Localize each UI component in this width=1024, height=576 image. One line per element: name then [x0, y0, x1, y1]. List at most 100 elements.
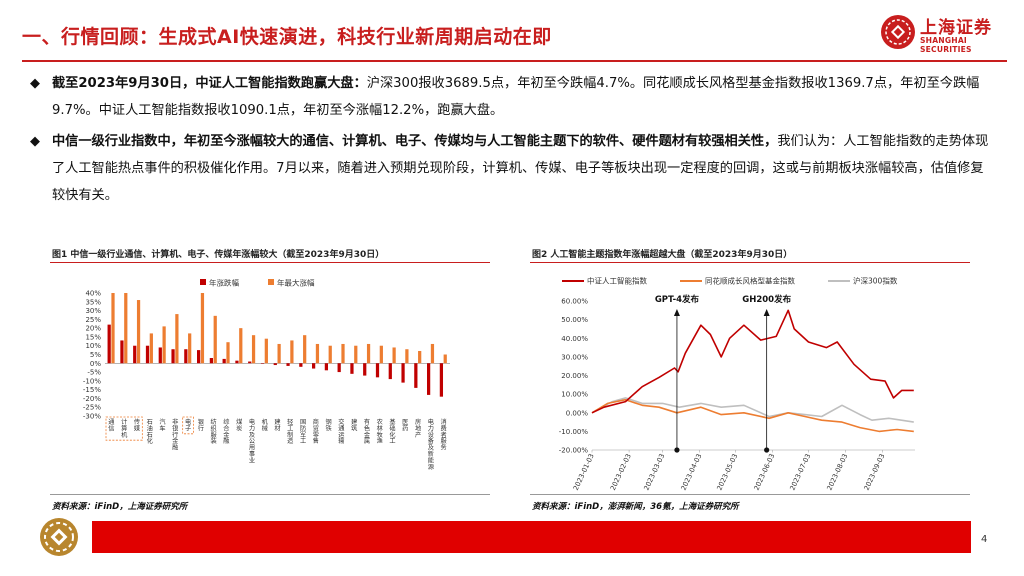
bullet-list: ◆ 截至2023年9月30日，中证人工智能指数跑赢大盘：沪深300报收3689.… — [30, 70, 990, 209]
bar — [443, 354, 447, 364]
footer-logo-icon — [40, 518, 78, 556]
logo-emblem-icon — [881, 15, 915, 49]
y-tick-label: -20% — [83, 395, 101, 403]
bar — [248, 361, 252, 364]
bar — [188, 333, 192, 364]
bar — [209, 358, 214, 364]
annotation-arrow — [763, 309, 770, 316]
figure1-bar-chart: 年涨跌幅 年最大涨幅 40%35%30%25%20%15%10%5%0%-5%-10… — [83, 278, 450, 471]
legend-label: 沪深300指数 — [853, 276, 898, 286]
x-tick-label: 石油石化 — [147, 419, 153, 445]
bar — [264, 338, 268, 364]
y-tick-label: 15% — [85, 333, 101, 341]
bar — [341, 343, 345, 364]
bar — [315, 343, 320, 364]
x-tick-label: 有色金属 — [364, 418, 371, 445]
bar — [277, 343, 281, 364]
figure2-top-line — [530, 262, 970, 263]
series-line — [591, 398, 914, 433]
x-tick-label: 2023-02-03 — [609, 452, 633, 491]
y-tick-label: 40.00% — [561, 335, 588, 343]
x-tick-label: 基础化工 — [389, 418, 395, 445]
x-tick-label: 钢铁 — [326, 418, 332, 432]
page-title: 一、行情回顾：生成式AI快速演进，科技行业新周期启动在即 — [22, 26, 552, 48]
bar — [239, 328, 243, 364]
x-tick-label: 传媒 — [134, 418, 141, 432]
bullet-text: 沪深300报收3689.5点，年初至今跌幅4.7%。同花顺成长风格型基金指数报收… — [52, 76, 980, 118]
legend-swatch — [268, 279, 274, 285]
y-tick-label: 60.00% — [561, 298, 588, 306]
x-tick-label: 非银行金融 — [172, 418, 179, 452]
bar — [107, 324, 111, 364]
bar — [273, 363, 277, 366]
x-tick-label: 2023-06-03 — [753, 452, 777, 491]
x-tick-label: 机械 — [262, 418, 269, 432]
y-tick-label: 0% — [90, 360, 101, 368]
logo-text-en: SHANGHAI SECURITIES — [920, 36, 972, 54]
bar — [363, 363, 367, 376]
x-tick-label: 通信 — [108, 418, 114, 432]
x-tick-label: 建材 — [274, 418, 280, 432]
bar — [222, 358, 226, 364]
bar — [439, 363, 444, 397]
bar — [200, 293, 205, 364]
bar — [388, 363, 392, 380]
x-tick-label: 2023-09-03 — [863, 452, 887, 491]
bar — [226, 342, 230, 364]
header-divider — [22, 60, 1007, 62]
figure2-bottom-line — [530, 494, 970, 495]
legend-label: 年最大涨幅 — [277, 278, 315, 288]
y-tick-label: 50.00% — [561, 316, 588, 324]
bar — [379, 345, 383, 364]
legend-label: 同花顺成长风格型基金指数 — [705, 276, 795, 286]
x-tick-label: 电子 — [185, 418, 191, 432]
bullet-lead: 中信一级行业指数中，年初至今涨幅较大的通信、计算机、电子、传媒均与人工智能主题下… — [52, 134, 778, 149]
figure2-source: 资料来源：iFinD，澎湃新闻，36氪，上海证券研究所 — [532, 502, 739, 512]
bar — [197, 350, 201, 364]
bar — [111, 293, 115, 364]
figure1-bottom-line — [50, 494, 490, 495]
bar — [405, 349, 409, 364]
bar — [392, 347, 396, 364]
x-tick-label: 医药 — [402, 419, 408, 432]
figure2-title: 图2 人工智能主题指数年涨幅超越大盘（截至2023年9月30日） — [532, 250, 793, 260]
bullet-diamond-icon: ◆ — [30, 76, 40, 91]
x-tick-label: 电力及公用事业 — [249, 418, 255, 464]
bar — [418, 350, 422, 364]
bar — [350, 363, 354, 374]
bar — [312, 363, 316, 369]
page-number: 4 — [981, 534, 988, 545]
y-tick-label: -10.00% — [559, 428, 589, 436]
y-tick-label: 35% — [85, 298, 101, 306]
x-tick-label: 建筑 — [351, 418, 358, 432]
legend-swatch — [200, 279, 206, 285]
y-tick-label: -10% — [83, 377, 101, 385]
y-tick-label: 30% — [85, 307, 101, 315]
y-tick-label: -30% — [83, 413, 101, 421]
bullet-item: ◆ 中信一级行业指数中，年初至今涨幅较大的通信、计算机、电子、传媒均与人工智能主… — [30, 128, 990, 209]
y-tick-label: -20.00% — [559, 447, 589, 455]
x-tick-label: 消费者服务 — [441, 418, 447, 452]
bullet-diamond-icon: ◆ — [30, 134, 40, 149]
bar — [124, 293, 128, 364]
bar — [184, 349, 188, 364]
legend-label: 中证人工智能指数 — [587, 276, 647, 286]
bar — [136, 300, 141, 364]
x-tick-label: 交通运输 — [338, 418, 345, 445]
x-tick-label: 房地产 — [415, 418, 421, 439]
y-tick-label: 20% — [85, 325, 101, 333]
x-tick-label: 纺织服装 — [211, 418, 217, 445]
annotation-dot — [674, 447, 680, 453]
highlight-box — [182, 416, 194, 435]
footer-bar — [92, 521, 971, 553]
series-line — [591, 397, 914, 423]
annotation-label: GPT-4发布 — [655, 294, 700, 305]
bar — [430, 343, 435, 364]
y-tick-label: 10% — [85, 342, 101, 350]
bar — [235, 360, 239, 364]
bar — [213, 315, 217, 364]
y-tick-label: 20.00% — [561, 372, 588, 380]
x-tick-label: 商贸零售 — [313, 418, 319, 445]
bar — [251, 335, 256, 364]
y-tick-label: -15% — [83, 386, 101, 394]
